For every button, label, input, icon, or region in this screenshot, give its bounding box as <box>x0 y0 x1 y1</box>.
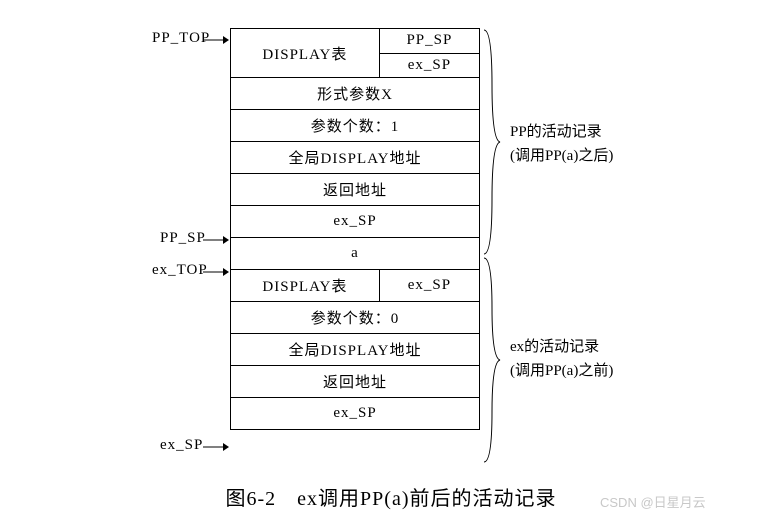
brace-lower <box>482 256 502 464</box>
cell-text: 参数个数：0 <box>231 307 479 328</box>
cell-text: ex_SP <box>231 213 479 230</box>
stack-row: DISPLAY表PP_SPex_SP <box>230 28 480 78</box>
annot-upper-line1: PP的活动记录 <box>510 124 602 140</box>
stack-row: 返回地址 <box>230 366 480 398</box>
cell-right: ex_SP <box>380 270 479 301</box>
stack-row: 形式参数X <box>230 78 480 110</box>
arrow-pp-top <box>203 40 229 41</box>
activation-record-diagram: PP_TOP PP_SP ex_TOP ex_SP DISPLAY表PP_SPe… <box>0 0 782 516</box>
stack-row: 参数个数：1 <box>230 110 480 142</box>
stack-row: DISPLAY表ex_SP <box>230 270 480 302</box>
cell-text: ex_SP <box>231 405 479 422</box>
arrow-ex-top <box>203 272 229 273</box>
cell-left: DISPLAY表 <box>231 29 380 77</box>
stack-row: 全局DISPLAY地址 <box>230 334 480 366</box>
cell-text: 参数个数：1 <box>231 115 479 136</box>
arrow-ex-sp <box>203 447 229 448</box>
annot-upper-line2: (调用PP(a)之后) <box>510 148 613 164</box>
arrow-pp-sp <box>203 240 229 241</box>
stack-row: 参数个数：0 <box>230 302 480 334</box>
ptr-label-ex-sp: ex_SP <box>160 437 203 454</box>
brace-upper <box>482 28 502 256</box>
stack-row: ex_SP <box>230 398 480 430</box>
stack-row: a <box>230 238 480 270</box>
annot-upper: PP的活动记录 (调用PP(a)之后) <box>510 120 613 168</box>
cell-text: 全局DISPLAY地址 <box>231 147 479 168</box>
cell-text: 全局DISPLAY地址 <box>231 339 479 360</box>
ptr-label-pp-top: PP_TOP <box>152 30 210 47</box>
watermark: CSDN @日星月云 <box>600 492 706 511</box>
annot-lower: ex的活动记录 (调用PP(a)之前) <box>510 335 613 383</box>
annot-lower-line1: ex的活动记录 <box>510 339 599 355</box>
ptr-label-ex-top: ex_TOP <box>152 262 208 279</box>
cell-text: 形式参数X <box>231 83 479 104</box>
stack-table: DISPLAY表PP_SPex_SP形式参数X参数个数：1全局DISPLAY地址… <box>230 28 480 430</box>
stack-row: 全局DISPLAY地址 <box>230 142 480 174</box>
cell-text: a <box>231 245 479 262</box>
annot-lower-line2: (调用PP(a)之前) <box>510 363 613 379</box>
cell-left: DISPLAY表 <box>231 270 380 301</box>
cell-right-top: PP_SP <box>380 29 479 54</box>
cell-text: 返回地址 <box>231 371 479 392</box>
stack-row: 返回地址 <box>230 174 480 206</box>
cell-right-bottom: ex_SP <box>380 54 479 78</box>
cell-text: 返回地址 <box>231 179 479 200</box>
stack-row: ex_SP <box>230 206 480 238</box>
ptr-label-pp-sp: PP_SP <box>160 230 206 247</box>
